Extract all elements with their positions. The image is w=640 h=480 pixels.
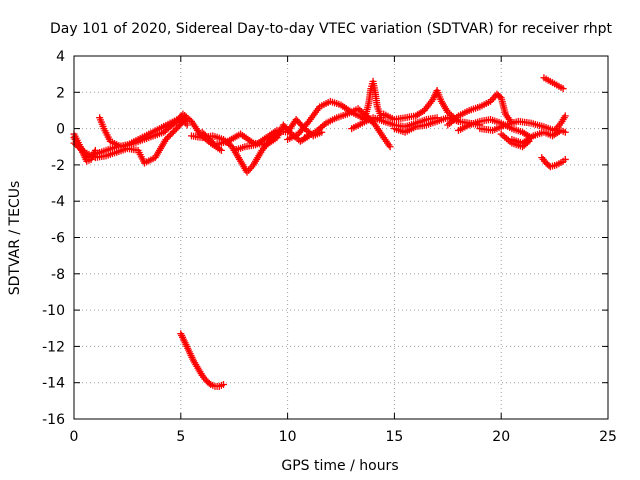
data-point [209, 139, 217, 147]
data-point [200, 130, 208, 138]
data-point [169, 128, 177, 136]
y-tick-label: -8 [51, 267, 65, 283]
x-tick-label: 0 [70, 429, 79, 445]
data-point [165, 132, 173, 140]
series-spike-fourteen [360, 77, 386, 124]
data-point [561, 155, 569, 163]
data-point [206, 136, 214, 144]
y-tick-label: 4 [56, 49, 65, 65]
data-point [201, 131, 209, 139]
y-tick-label: -16 [42, 412, 65, 428]
x-tick-label: 25 [599, 429, 617, 445]
x-tick-label: 10 [279, 429, 297, 445]
x-tick-label: 15 [385, 429, 403, 445]
data-point [163, 134, 171, 142]
y-tick-label: -6 [51, 231, 65, 247]
data-point [180, 117, 188, 125]
y-axis-label: SDTVAR / TECUs [7, 181, 23, 296]
data-point [561, 112, 569, 120]
data-point [523, 139, 531, 147]
data-point [166, 131, 174, 139]
data-point [208, 138, 216, 146]
data-point [386, 143, 394, 151]
y-tick-label: 0 [56, 122, 65, 138]
data-point [162, 135, 170, 143]
chart-grid [74, 56, 608, 419]
data-point [203, 133, 211, 141]
data-point [525, 137, 533, 145]
data-point [559, 85, 567, 93]
data-point [198, 128, 206, 136]
plot-frame [73, 55, 609, 420]
series-arc-deep-drop [177, 330, 228, 390]
data-point [205, 135, 213, 143]
data-point [561, 128, 569, 136]
series-arc-late-bottom [538, 154, 569, 171]
series-arc-late-low [497, 130, 533, 151]
series-arc-late-top [540, 74, 567, 93]
y-tick-label: -14 [42, 376, 65, 392]
data-point [220, 381, 228, 389]
x-tick-label: 20 [492, 429, 510, 445]
y-tick-label: -10 [42, 303, 65, 319]
y-tick-label: -12 [42, 339, 65, 355]
data-point [91, 146, 99, 154]
data-point [171, 119, 179, 127]
data-points [70, 74, 569, 390]
data-point [217, 146, 225, 154]
y-tick-label: 2 [56, 85, 65, 101]
y-tick-label: -4 [51, 194, 65, 210]
data-point [168, 129, 176, 137]
data-point [183, 121, 191, 129]
x-axis-label: GPS time / hours [281, 458, 398, 474]
y-tick-label: -2 [51, 158, 65, 174]
chart-title: Day 101 of 2020, Sidereal Day-to-day VTE… [50, 21, 612, 37]
data-point [205, 379, 213, 387]
x-tick-label: 5 [176, 429, 185, 445]
